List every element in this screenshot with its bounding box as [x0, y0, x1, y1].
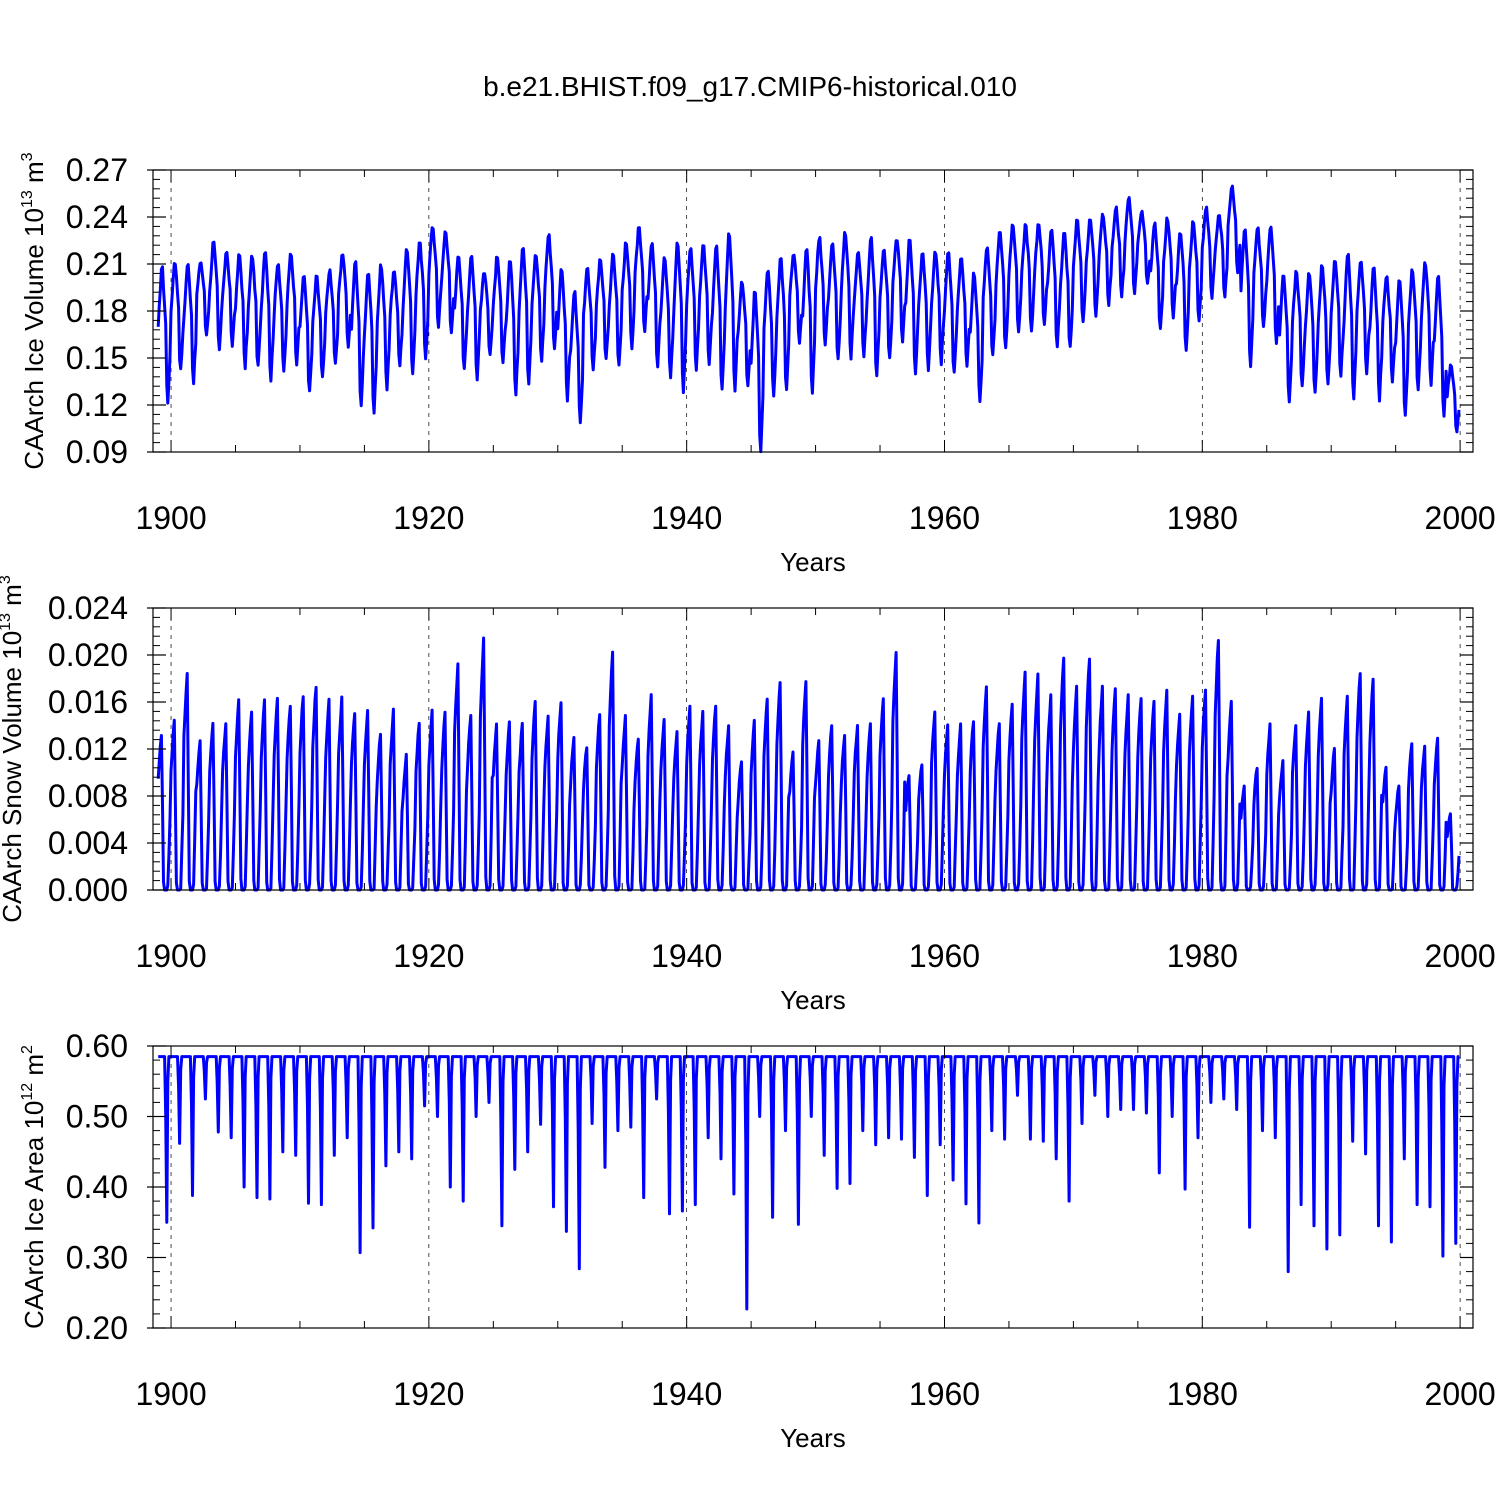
x-tick-label: 1980 — [1167, 500, 1238, 536]
series-line — [157, 1055, 1460, 1311]
panel-snow-volume: 1900 1920 1940 1960 1980 2000 0.000 0.004 0.008 0… — [0, 575, 1496, 1015]
x-tick-label: 1900 — [135, 500, 206, 536]
y-tick-label: 0.27 — [66, 152, 128, 188]
y-tick-label: 0.50 — [66, 1099, 128, 1135]
y-tick-label: 0.012 — [48, 731, 128, 767]
y-axis-label: CAArch Ice Area 1012 m2 — [19, 1045, 49, 1329]
x-tick-label: 1920 — [393, 1376, 464, 1412]
y-tick-label: 0.15 — [66, 340, 128, 376]
x-tick-label: 1940 — [651, 1376, 722, 1412]
x-tick-label: 1900 — [135, 1376, 206, 1412]
y-tick-label: 0.60 — [66, 1028, 128, 1064]
y-tick-label: 0.020 — [48, 637, 128, 673]
y-tick-label: 0.21 — [66, 246, 128, 282]
x-axis-label: Years — [780, 1423, 846, 1453]
y-tick-label: 0.004 — [48, 825, 128, 861]
x-tick-label: 1900 — [135, 938, 206, 974]
x-tick-label: 1920 — [393, 938, 464, 974]
y-tick-label: 0.008 — [48, 778, 128, 814]
y-axis-label: CAArch Ice Volume 1013 m3 — [19, 152, 49, 469]
y-tick-label: 0.12 — [66, 387, 128, 423]
series-line — [156, 636, 1461, 892]
figure-title: b.e21.BHIST.f09_g17.CMIP6-historical.010 — [483, 71, 1017, 102]
x-tick-label: 2000 — [1425, 500, 1496, 536]
x-tick-label: 1940 — [651, 938, 722, 974]
x-tick-label: 2000 — [1425, 938, 1496, 974]
y-tick-label: 0.000 — [48, 872, 128, 908]
y-axis-label: CAArch Snow Volume 1013 m3 — [0, 575, 27, 923]
panel-ice-volume: 1900 1920 1940 1960 1980 2000 0.09 0.12 0.15 0.18… — [19, 152, 1496, 577]
x-axis-label: Years — [780, 547, 846, 577]
y-tick-label: 0.30 — [66, 1240, 128, 1276]
x-tick-label: 2000 — [1425, 1376, 1496, 1412]
y-tick-label: 0.24 — [66, 199, 128, 235]
y-tick-label: 0.09 — [66, 434, 128, 470]
x-tick-label: 1960 — [909, 938, 980, 974]
y-tick-label: 0.016 — [48, 684, 128, 720]
x-tick-label: 1920 — [393, 500, 464, 536]
y-tick-label: 0.20 — [66, 1310, 128, 1346]
series-line — [156, 184, 1461, 454]
x-tick-label: 1940 — [651, 500, 722, 536]
x-tick-label: 1960 — [909, 500, 980, 536]
y-tick-label: 0.40 — [66, 1169, 128, 1205]
plot-frame — [152, 1045, 1474, 1329]
x-tick-label: 1960 — [909, 1376, 980, 1412]
plot-frame — [152, 607, 1474, 891]
x-tick-label: 1980 — [1167, 1376, 1238, 1412]
y-tick-label: 0.18 — [66, 293, 128, 329]
x-tick-label: 1980 — [1167, 938, 1238, 974]
plot-frame — [152, 169, 1474, 453]
y-tick-label: 0.024 — [48, 590, 128, 626]
x-axis-label: Years — [780, 985, 846, 1015]
panel-ice-area: 1900 1920 1940 1960 1980 2000 0.20 0.30 0.40 0.50… — [19, 1028, 1496, 1453]
